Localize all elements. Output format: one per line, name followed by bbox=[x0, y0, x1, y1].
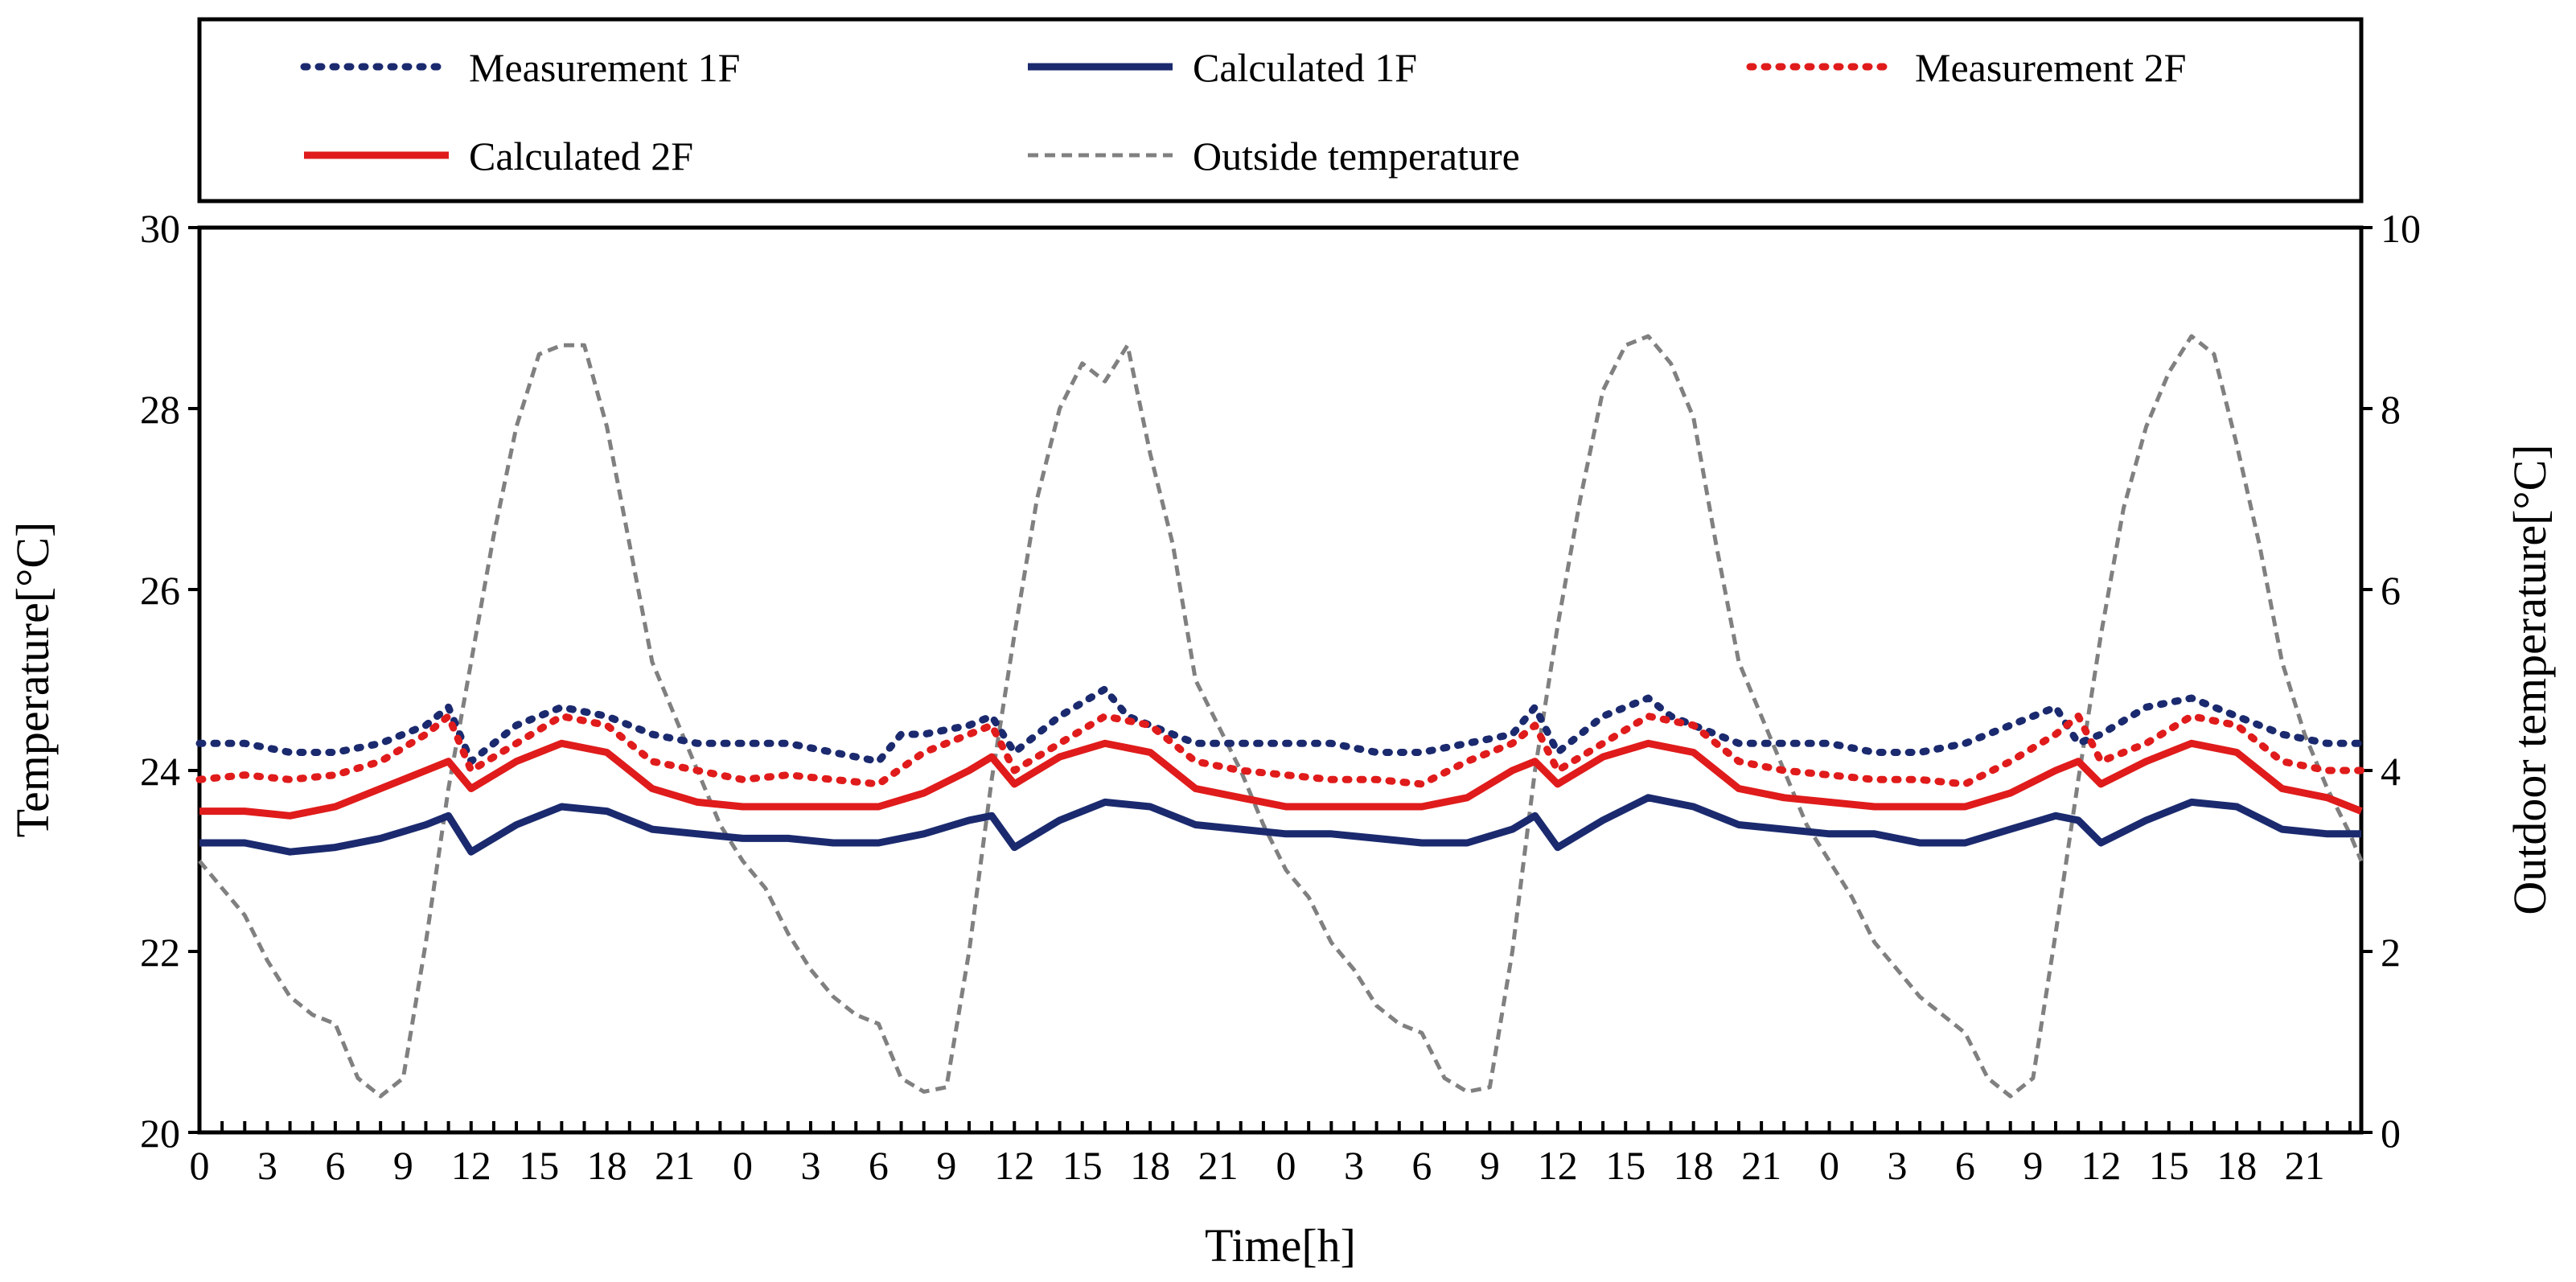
x-tick-label: 21 bbox=[2285, 1143, 2325, 1188]
series-line-c1f bbox=[199, 794, 2361, 856]
y2-tick-label: 10 bbox=[2381, 206, 2421, 251]
x-tick-label: 15 bbox=[1605, 1143, 1645, 1188]
x-tick-label: 12 bbox=[1538, 1143, 1578, 1188]
x-tick-label: 0 bbox=[733, 1143, 753, 1188]
plot-area bbox=[197, 225, 2364, 1135]
y2-tick-label: 2 bbox=[2381, 930, 2401, 975]
x-tick-label: 9 bbox=[393, 1143, 413, 1188]
x-tick-label: 3 bbox=[1344, 1143, 1364, 1188]
x-tick-label: 18 bbox=[587, 1143, 627, 1188]
x-tick-label: 18 bbox=[2217, 1143, 2257, 1188]
x-tick-label: 0 bbox=[1819, 1143, 1839, 1188]
legend-label-m2f: Measurement 2F bbox=[1915, 45, 2186, 90]
x-tick-label: 0 bbox=[190, 1143, 210, 1188]
x-tick-label: 6 bbox=[1411, 1143, 1432, 1188]
series-line-m2f bbox=[195, 713, 2365, 788]
y2-axis-title: Outdoor temperature[°C] bbox=[2504, 444, 2556, 914]
y-tick-label: 22 bbox=[140, 930, 180, 975]
x-tick-label: 15 bbox=[2149, 1143, 2189, 1188]
x-tick-label: 3 bbox=[1887, 1143, 1907, 1188]
x-axis-title: Time[h] bbox=[1205, 1219, 1356, 1272]
y2-tick-label: 0 bbox=[2381, 1111, 2401, 1156]
y2-tick-label: 4 bbox=[2381, 749, 2401, 794]
x-tick-label: 12 bbox=[451, 1143, 491, 1188]
series-line-m1f bbox=[195, 685, 2365, 766]
series-group bbox=[195, 334, 2365, 1099]
y-tick-label: 24 bbox=[140, 749, 180, 794]
y-tick-label: 30 bbox=[140, 206, 180, 251]
x-tick-label: 15 bbox=[1062, 1143, 1103, 1188]
legend-label-c1f: Calculated 1F bbox=[1193, 45, 1417, 90]
x-tick-label: 21 bbox=[1741, 1143, 1781, 1188]
y-axis-title: Temperature[°C] bbox=[6, 522, 59, 838]
legend: Measurement 1F Calculated 1F Measurement 2… bbox=[300, 45, 2186, 179]
legend-label-c2f: Calculated 2F bbox=[469, 134, 693, 179]
x-tick-label: 12 bbox=[2081, 1143, 2121, 1188]
y2-tick-label: 8 bbox=[2381, 387, 2401, 432]
x-tick-label: 6 bbox=[325, 1143, 345, 1188]
x-tick-label: 0 bbox=[1276, 1143, 1296, 1188]
y-tick-label: 20 bbox=[140, 1111, 180, 1156]
x-tick-label: 3 bbox=[800, 1143, 820, 1188]
x-tick-label: 18 bbox=[1130, 1143, 1170, 1188]
y2-tick-label: 6 bbox=[2381, 568, 2401, 613]
x-tick-label: 12 bbox=[994, 1143, 1034, 1188]
x-tick-label: 6 bbox=[1955, 1143, 1975, 1188]
x-tick-label: 18 bbox=[1674, 1143, 1714, 1188]
x-tick-label: 21 bbox=[655, 1143, 695, 1188]
y-tick-label: 28 bbox=[140, 387, 180, 432]
x-tick-label: 9 bbox=[2023, 1143, 2043, 1188]
y-tick-label: 26 bbox=[140, 568, 180, 613]
x-tick-label: 6 bbox=[869, 1143, 889, 1188]
x-tick-label: 15 bbox=[519, 1143, 559, 1188]
series-line-c2f bbox=[199, 739, 2363, 820]
legend-label-m1f: Measurement 1F bbox=[469, 45, 740, 90]
x-tick-label: 9 bbox=[936, 1143, 956, 1188]
series-line-out bbox=[198, 334, 2364, 1099]
legend-label-out: Outside temperature bbox=[1193, 134, 1520, 179]
x-tick-label: 3 bbox=[257, 1143, 277, 1188]
legend-box bbox=[197, 17, 2364, 203]
x-tick-label: 9 bbox=[1480, 1143, 1500, 1188]
x-tick-label: 21 bbox=[1198, 1143, 1239, 1188]
